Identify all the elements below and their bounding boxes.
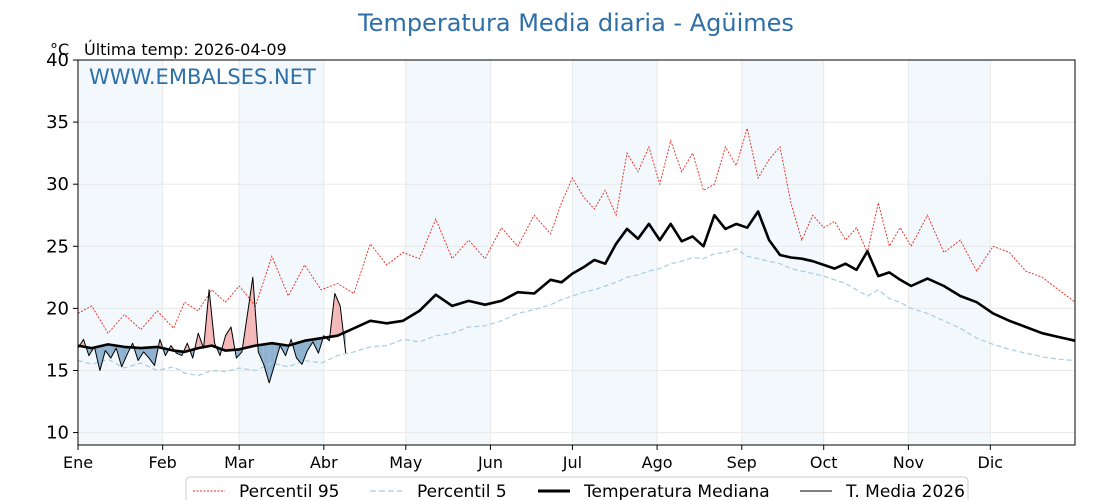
last-temp-label: Última temp: 2026-04-09 <box>84 40 287 59</box>
cold-anomaly-fill <box>236 348 242 359</box>
x-tick-label: Ene <box>63 453 93 472</box>
cold-anomaly-fill <box>143 347 150 359</box>
plot-frame <box>77 59 1076 446</box>
legend: Percentil 95 Percentil 5 Temperatura Med… <box>185 476 969 500</box>
month-band <box>405 60 491 445</box>
cold-anomaly-fill <box>269 343 275 383</box>
legend-label-2026: T. Media 2026 <box>845 482 965 500</box>
x-tick-label: May <box>389 453 422 472</box>
cold-anomaly-fill <box>105 344 111 359</box>
x-tick-label: Nov <box>893 453 924 472</box>
y-tick-label: 30 <box>46 174 69 195</box>
x-tick-label: Jul <box>562 453 582 472</box>
x-tick-label: Oct <box>810 453 838 472</box>
legend-label-median: Temperatura Mediana <box>583 482 770 500</box>
y-tick-label: 25 <box>46 236 69 257</box>
warm-anomaly-fill <box>334 293 341 337</box>
x-tick-label: Abr <box>310 453 338 472</box>
cold-anomaly-fill <box>296 341 302 365</box>
y-tick-label: 10 <box>46 423 69 444</box>
chart-title: Temperatura Media diaria - Agüimes <box>357 9 794 37</box>
month-bands <box>78 60 991 445</box>
x-tick-label: Jun <box>477 453 503 472</box>
warm-anomaly-fill <box>225 327 231 351</box>
watermark: WWW.EMBALSES.NET <box>89 65 316 89</box>
cold-anomaly-fill <box>263 343 270 383</box>
cold-anomaly-fill <box>149 347 155 366</box>
y-tick-label: 35 <box>46 112 69 133</box>
x-tick-label: Ago <box>642 453 673 472</box>
cold-anomaly-fill <box>258 344 264 365</box>
x-tick-label: Sep <box>727 453 757 472</box>
month-band <box>78 60 163 445</box>
current-year-line <box>77 276 347 384</box>
y-tick-label: 20 <box>46 298 69 319</box>
month-band <box>741 60 824 445</box>
series-lines <box>77 128 1076 384</box>
unit-label: °C <box>50 40 69 59</box>
month-band <box>572 60 658 445</box>
cold-anomaly-fill <box>121 346 128 367</box>
warm-anomaly-fill <box>247 277 253 348</box>
legend-box <box>185 476 969 500</box>
percentile-95-line <box>77 128 1076 334</box>
cold-anomaly-fill <box>138 347 144 361</box>
x-tick-label: Dic <box>978 453 1004 472</box>
y-tick-label: 40 <box>46 50 69 71</box>
x-axis: Ene Feb Mar Abr May Jun Jul Ago Sep Oct Nov Dic <box>63 445 1003 472</box>
x-tick-label: Mar <box>224 453 255 472</box>
y-axis: 10 15 20 25 30 35 40 <box>46 50 78 444</box>
cold-anomaly-fill <box>301 340 308 365</box>
legend-label-p95: Percentil 95 <box>239 482 339 500</box>
month-band <box>239 60 324 445</box>
y-tick-label: 15 <box>46 360 69 381</box>
month-band <box>908 60 991 445</box>
percentile-5-line <box>77 248 1076 377</box>
legend-label-p5: Percentil 5 <box>417 482 507 500</box>
x-tick-label: Feb <box>149 453 177 472</box>
